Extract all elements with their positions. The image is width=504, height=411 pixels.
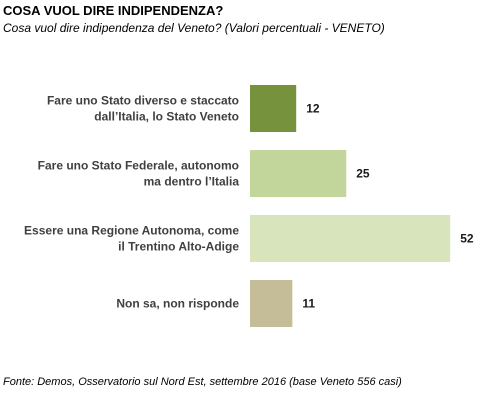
category-label-2-line-2: ma dentro l’Italia (144, 175, 240, 189)
category-label-2-line-1: Fare uno Stato Federale, autonomo (38, 159, 239, 173)
category-label-3-line-2: il Trentino Alto-Adige (118, 240, 239, 254)
bar-1 (250, 85, 297, 132)
value-label-2: 25 (356, 167, 370, 181)
value-label-3: 52 (460, 232, 474, 246)
source-note: Fonte: Demos, Osservatorio sul Nord Est,… (3, 376, 402, 388)
value-label-4: 11 (302, 297, 315, 311)
bar-2 (250, 150, 347, 197)
category-label-1-line-2: dall’Italia, lo Stato Veneto (94, 110, 239, 124)
chart-subtitle: Cosa vuol dire indipendenza del Veneto? … (3, 21, 385, 35)
bar-chart: 12 Fare uno Stato diverso e staccato dall’… (24, 85, 474, 327)
category-label-3-line-1: Essere una Regione Autonoma, come (24, 224, 239, 238)
chart-title: COSA VUOL DIRE INDIPENDENZA? (3, 3, 224, 18)
category-label-4-line-1: Non sa, non risponde (116, 297, 239, 311)
bar-3 (250, 215, 451, 262)
value-label-1: 12 (306, 102, 320, 116)
bar-4 (250, 280, 293, 327)
category-label-1-line-1: Fare uno Stato diverso e staccato (47, 94, 239, 108)
